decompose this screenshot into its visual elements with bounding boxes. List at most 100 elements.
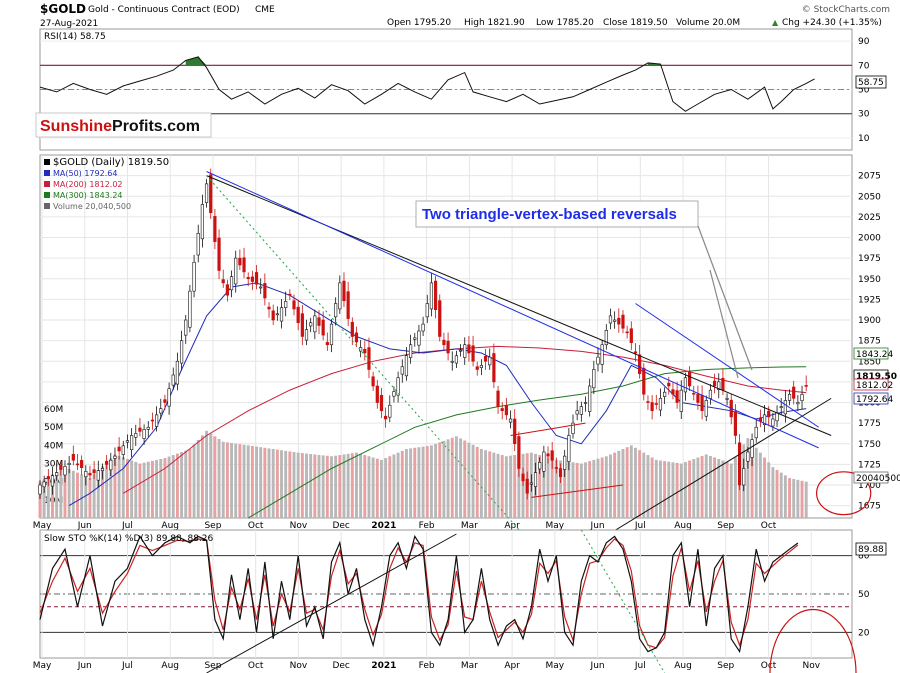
candle-body <box>613 319 617 322</box>
target-circle <box>816 471 872 516</box>
stoch-x-label: Oct <box>248 661 264 671</box>
candle-body <box>658 398 663 411</box>
candle-body <box>384 415 388 420</box>
volume-bar <box>658 460 662 518</box>
candle-body <box>184 319 188 336</box>
volume-bar <box>675 462 679 518</box>
candle-body <box>521 473 525 482</box>
candle-body <box>188 290 192 328</box>
candle-body <box>488 356 492 366</box>
candle-body <box>325 342 329 346</box>
price-x-label: Feb <box>419 521 435 531</box>
volume-bar <box>559 460 562 518</box>
candle-body <box>683 377 688 393</box>
candle-body <box>396 377 400 396</box>
candle-body <box>504 405 508 416</box>
volume-bar <box>434 443 438 518</box>
volume-bar <box>654 459 658 518</box>
legend-label: $GOLD (Daily) 1819.50 <box>53 157 169 168</box>
volume-bar <box>629 445 633 518</box>
volume-bar <box>663 461 667 518</box>
stoch-x-label: Mar <box>461 661 478 671</box>
volume-tick-label: 60M <box>44 405 63 415</box>
volume-bar <box>679 463 683 518</box>
candle-body <box>388 404 392 418</box>
candle-body <box>779 406 783 408</box>
volume-bar <box>305 453 308 518</box>
stoch-k-line <box>39 534 799 654</box>
candle-body <box>71 453 75 461</box>
price-x-label: Mar <box>461 521 478 531</box>
volume-bar <box>221 441 225 518</box>
candle-body <box>84 471 88 478</box>
legend-swatch <box>44 203 50 209</box>
volume-bar <box>42 479 46 518</box>
volume-bar <box>425 445 429 518</box>
candle-body <box>125 440 130 443</box>
volume-bar <box>96 470 100 518</box>
volume-bar <box>313 454 317 518</box>
candle-body <box>621 314 625 329</box>
candle-body <box>404 355 409 377</box>
price-x-label: Aug <box>161 521 179 531</box>
price-tick-label: 1900 <box>858 316 881 326</box>
candle-body <box>654 403 658 405</box>
candle-body <box>458 349 463 352</box>
candle-body <box>675 390 679 403</box>
candle-body <box>483 355 488 362</box>
candle-body <box>175 360 180 385</box>
volume-bar <box>317 454 321 518</box>
candle-body <box>508 418 513 423</box>
logo-part2: Profits.com <box>112 118 200 135</box>
volume-bar <box>638 450 642 518</box>
candle-body <box>554 467 558 469</box>
price-x-label: Sep <box>204 521 221 531</box>
volume-bar <box>150 460 154 518</box>
rsi-tick-label: 30 <box>858 110 870 120</box>
volume-bar <box>463 440 467 518</box>
rsi-overbought-fill <box>185 56 207 66</box>
candle-body <box>192 261 196 292</box>
candle-body <box>50 475 55 487</box>
volume-bar <box>292 452 296 518</box>
candle-body <box>558 468 563 478</box>
candle-body <box>463 344 467 358</box>
stoch-x-label: Jul <box>634 661 646 671</box>
candle-body <box>767 410 771 418</box>
candle-body <box>700 394 704 412</box>
candle-body <box>687 372 692 387</box>
candle-body <box>492 353 496 383</box>
candle-body <box>284 301 288 308</box>
candle-body <box>417 330 421 346</box>
volume-bar <box>250 445 254 518</box>
rsi-plot <box>39 56 815 112</box>
candle-body <box>371 376 375 387</box>
candle-body <box>479 365 483 368</box>
volume-bar <box>767 462 771 518</box>
candle-body <box>421 323 425 332</box>
volume-bar <box>733 457 737 518</box>
volume-bar <box>554 459 558 518</box>
candle-body <box>646 401 650 403</box>
price-tick-label: 1750 <box>858 440 881 450</box>
candle-body <box>733 411 738 436</box>
volume-bar <box>171 455 175 518</box>
annotation-text: Two triangle-vertex-based reversals <box>422 206 677 223</box>
price-tick-label: 1975 <box>858 254 881 264</box>
candle-body <box>783 400 787 415</box>
candle-body <box>259 286 263 289</box>
price-tick-label: 1875 <box>858 337 881 347</box>
volume-bar <box>459 438 463 518</box>
volume-bar <box>642 452 646 518</box>
candle-body <box>113 455 117 459</box>
candle-body <box>450 360 454 363</box>
volume-bar <box>134 462 138 518</box>
volume-bar <box>92 474 96 518</box>
candle-body <box>221 279 225 284</box>
volume-bar <box>38 481 42 518</box>
ohlc-high: High 1821.90 <box>464 18 525 28</box>
candle-body <box>754 426 758 439</box>
price-tick-label: 1775 <box>858 419 881 429</box>
stoch-x-label: Jul <box>121 661 133 671</box>
